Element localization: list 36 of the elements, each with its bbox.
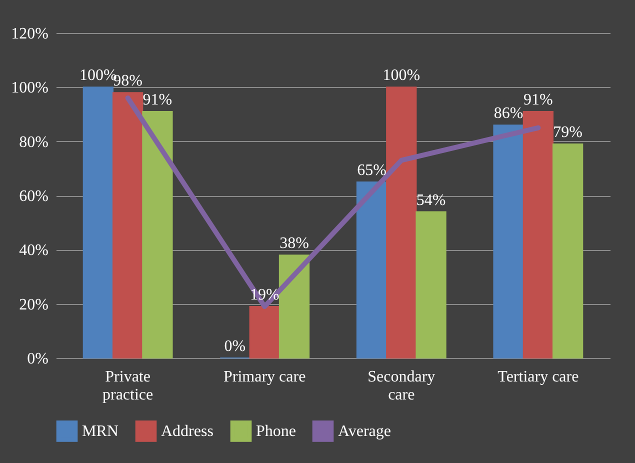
x-tick-label: Secondary care: [368, 368, 436, 404]
bar: [416, 211, 446, 358]
bar: [552, 144, 584, 358]
data-label: 19%: [250, 286, 280, 304]
bar: [278, 254, 310, 358]
bar: [249, 306, 280, 358]
data-label: 54%: [416, 192, 446, 209]
data-label: 65%: [357, 162, 386, 179]
bar: [82, 86, 114, 358]
bar: [493, 124, 524, 358]
bar: [386, 86, 417, 358]
bar: [522, 111, 554, 358]
data-label: 0%: [224, 338, 246, 355]
y-tick-label: 20%: [19, 296, 48, 314]
legend-label: MRN: [82, 423, 119, 440]
x-tick-label: Primary care: [224, 368, 306, 386]
legend-label: Average: [338, 423, 391, 440]
x-tick-label: Private practice: [102, 368, 154, 404]
y-tick-label: 60%: [19, 188, 48, 205]
y-tick-label: 100%: [11, 80, 48, 97]
y-tick-label: 80%: [19, 134, 48, 151]
y-tick-label: 0%: [27, 350, 48, 368]
y-tick-label: 40%: [19, 242, 48, 260]
legend-label: Phone: [256, 423, 296, 440]
y-tick-label: 120%: [11, 26, 48, 42]
data-label: 91%: [524, 92, 553, 109]
legend-label: Address: [161, 423, 214, 440]
data-label: 79%: [553, 124, 582, 142]
bar: [112, 92, 144, 358]
data-label: 38%: [280, 235, 309, 252]
bar: [142, 111, 173, 358]
data-label: 91%: [142, 92, 172, 109]
x-tick-label: Tertiary care: [498, 368, 579, 386]
data-label: 86%: [494, 105, 524, 122]
bar: [356, 181, 388, 358]
data-label: 100%: [382, 67, 420, 84]
